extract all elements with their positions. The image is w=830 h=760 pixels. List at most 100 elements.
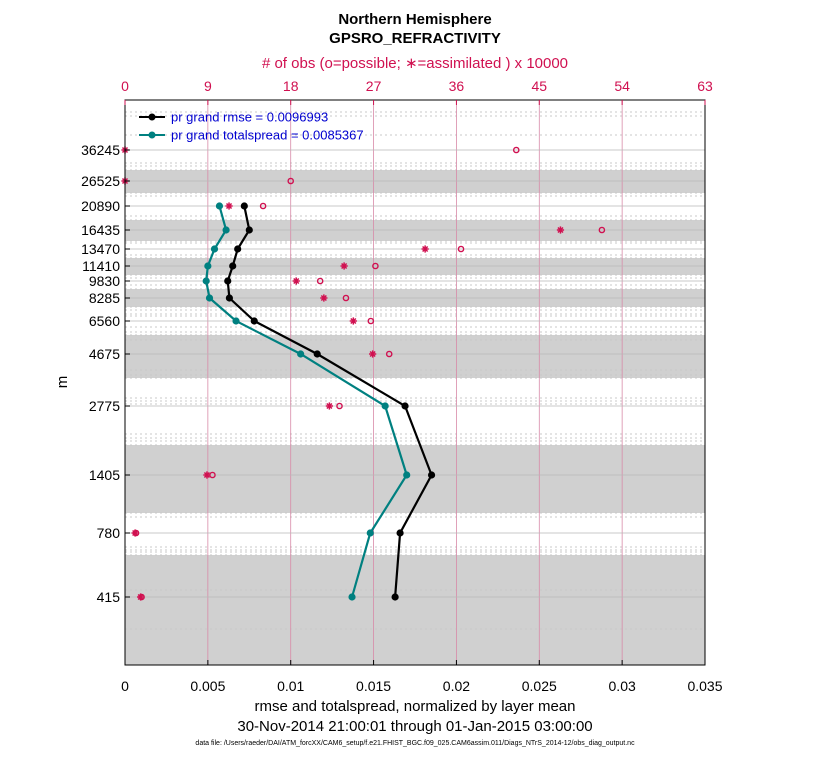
footnote: data file: /Users/raeder/DAI/ATM_forcXX/… [195, 740, 635, 747]
series-point [348, 593, 356, 601]
x-tick-label: 0.015 [356, 678, 391, 694]
series-point [403, 471, 411, 479]
top-tick-label: 18 [283, 78, 299, 94]
obs-assimilated-point [421, 245, 429, 253]
series-point [313, 350, 321, 358]
y-tick-label: 16435 [81, 222, 120, 238]
asterisk-stroke [341, 262, 348, 270]
series-point [391, 593, 399, 601]
asterisk-stroke [350, 317, 357, 325]
series-line [226, 205, 433, 598]
x-tick-label: 0.01 [277, 678, 304, 694]
obs-possible-point [512, 146, 520, 154]
y-tick-label: 13470 [81, 241, 120, 257]
y-tick-label: 8285 [89, 290, 120, 306]
series-point [202, 277, 210, 285]
series-point [225, 294, 233, 302]
obs-possible-point [336, 402, 343, 410]
obs-possible-point [385, 350, 393, 358]
top-tick-label: 63 [697, 78, 713, 94]
series-point [204, 262, 212, 270]
legend: pr grand rmse = 0.0096993 pr grand total… [139, 110, 364, 143]
top-tick-label: 0 [121, 78, 129, 94]
x-axis-label: rmse and totalspread, normalized by laye… [255, 698, 576, 715]
y-tick-label: 415 [97, 589, 121, 605]
layer-bands [125, 170, 705, 665]
x-tick-label: 0.03 [609, 678, 636, 694]
asterisk-stroke [293, 277, 300, 285]
obs-assimilated-point [349, 317, 357, 325]
x-tick-label: 0.025 [522, 678, 557, 694]
obs-assimilated-point [320, 294, 328, 302]
series-point [427, 471, 436, 479]
obs-assimilated-point [131, 529, 139, 537]
series-point [366, 529, 374, 537]
asterisk-stroke [203, 471, 210, 479]
top-tick-label: 27 [366, 78, 382, 94]
y-tick-label: 9830 [89, 273, 120, 289]
asterisk-stroke [225, 202, 233, 210]
obs-possible-point [598, 226, 606, 234]
asterisk-stroke [369, 350, 376, 358]
date-range: 30-Nov-2014 21:00:01 through 01-Jan-2015… [237, 718, 592, 735]
data-marks [121, 146, 606, 601]
series-point [297, 350, 305, 358]
obs-assimilated-point [369, 350, 377, 358]
legend-rmse-marker [148, 113, 156, 121]
axis-ticks: 0 0.005 0.01 0.015 0.02 0.025 0.03 0.035 0 9 18 27 3… [81, 78, 723, 694]
obs-possible-point [342, 294, 350, 302]
asterisk-stroke [326, 402, 333, 410]
top-tick-label: 9 [204, 78, 212, 94]
obs-assimilated-point [325, 402, 333, 410]
obs-possible-point [367, 317, 375, 325]
obs-assimilated-point [137, 593, 145, 601]
asterisk-stroke [137, 593, 144, 601]
plot-frame [124, 99, 706, 666]
series-point [215, 202, 224, 210]
layer-band [125, 445, 705, 513]
layer-band [125, 170, 705, 193]
y-tick-label: 36245 [81, 142, 120, 158]
x-tick-label: 0.035 [687, 678, 722, 694]
series-point [245, 226, 253, 234]
x-tick-label: 0.02 [443, 678, 470, 694]
y-tick-label: 26525 [81, 173, 120, 189]
series-point [229, 262, 237, 270]
obs-assimilated-point [225, 202, 233, 210]
obs-possible-point [287, 177, 295, 185]
series-point [401, 402, 409, 410]
chart-subtitle: GPSRO_REFRACTIVITY [329, 30, 501, 47]
y-tick-label: 20890 [81, 198, 120, 214]
x-tick-label: 0 [121, 678, 129, 694]
y-tick-label: 11410 [82, 258, 120, 274]
obs-possible-point [457, 245, 465, 253]
series-point [232, 317, 240, 325]
series-point [234, 245, 242, 253]
top-tick-label: 45 [531, 78, 547, 94]
asterisk-stroke [132, 529, 139, 537]
series-point [396, 529, 404, 537]
obs-assimilated-point [203, 471, 211, 479]
y-tick-label: 4675 [89, 346, 120, 362]
legend-rmse-label: pr grand rmse = 0.0096993 [171, 110, 328, 125]
y-axis-label: m [54, 376, 71, 389]
asterisk-stroke [422, 245, 429, 253]
layer-band [125, 335, 705, 378]
series-point [222, 226, 230, 234]
gridlines [125, 100, 705, 665]
obs-assimilated-point [340, 262, 348, 270]
series-point [240, 202, 248, 210]
legend-spread-marker [148, 131, 156, 139]
layer-band [125, 220, 705, 241]
top-tick-label: 36 [449, 78, 465, 94]
top-axis-label: # of obs (o=possible; ∗=assimilated ) x … [262, 55, 568, 72]
y-tick-label: 2775 [89, 398, 120, 414]
obs-possible-point [372, 262, 379, 270]
series-point [205, 294, 214, 302]
y-tick-label: 780 [97, 525, 121, 541]
layer-band [125, 258, 705, 275]
legend-spread-label: pr grand totalspread = 0.0085367 [171, 128, 364, 143]
series-point [250, 317, 258, 325]
obs-assimilated-point [556, 226, 565, 234]
